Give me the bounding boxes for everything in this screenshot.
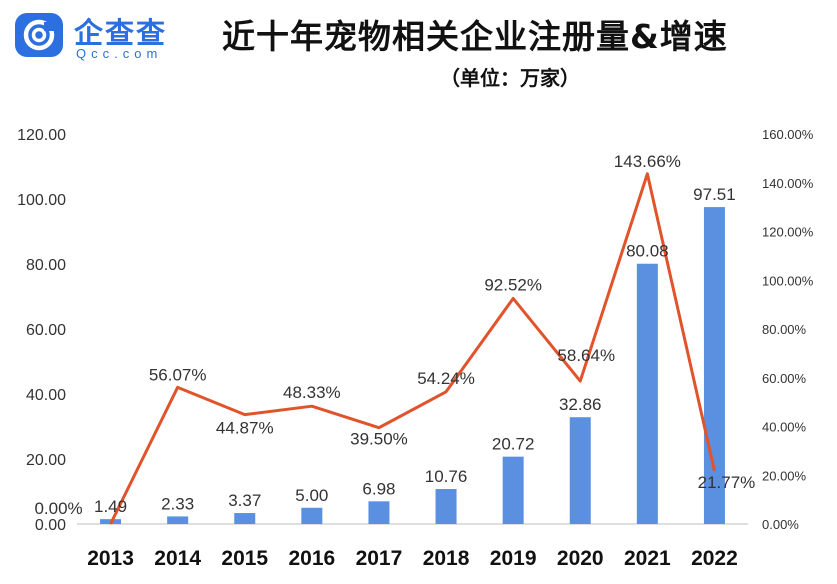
left-tick-label: 20.00 [26,452,66,469]
bar-value-label: 2.33 [161,494,194,513]
bar [435,489,457,524]
bar-value-label: 97.51 [693,185,736,204]
left-tick-label: 0.00 [35,517,66,534]
bar [301,507,323,524]
x-tick-label: 2022 [691,547,738,570]
chart-subtitle: （单位：万家） [440,66,580,90]
right-tick-label: 120.00% [762,225,814,240]
right-tick-label: 60.00% [762,371,807,386]
left-tick-label: 120.00 [17,127,66,144]
bar-value-label: 5.00 [295,486,328,505]
right-tick-label: 20.00% [762,468,807,483]
qcc-logo-icon [15,13,63,57]
x-tick-label: 2021 [624,547,671,570]
left-tick-label: 60.00 [26,322,66,339]
right-tick-label: 0.00% [762,517,799,532]
x-tick-label: 2014 [154,547,201,570]
x-tick-label: 2019 [490,547,537,570]
brand-name: 企查查 [74,16,168,50]
left-tick-label: 100.00 [17,192,66,209]
right-tick-label: 80.00% [762,322,807,337]
line-value-label: 0.00% [34,499,82,518]
right-tick-label: 140.00% [762,176,814,191]
brand-logo: 企查查 Qcc.com [14,10,214,61]
left-tick-label: 80.00 [26,257,66,274]
line-value-label: 143.66% [614,152,681,171]
x-tick-label: 2015 [221,547,268,570]
right-tick-label: 100.00% [762,273,814,288]
right-tick-label: 160.00% [762,127,814,142]
x-tick-label: 2018 [423,547,470,570]
bar [234,513,256,524]
bar [636,263,658,524]
chart-title: 近十年宠物相关企业注册量&增速 [222,17,728,56]
line-value-label: 56.07% [149,365,207,384]
line-value-label: 54.24% [417,369,475,388]
bar-value-label: 10.76 [425,467,468,486]
line-value-label: 44.87% [216,419,274,438]
x-tick-label: 2020 [557,547,604,570]
bar [502,456,524,524]
bar-value-label: 20.72 [492,435,535,454]
bar-value-label: 32.86 [559,395,602,414]
left-tick-label: 40.00 [26,387,66,404]
bar-value-label: 6.98 [362,479,395,498]
bar [368,501,390,524]
x-tick-label: 2016 [288,547,335,570]
line-value-label: 39.50% [350,430,408,449]
growth-line [109,172,716,525]
line-value-label: 48.33% [283,383,341,402]
bar-value-label: 1.49 [94,497,127,516]
bar-value-label: 3.37 [228,491,261,510]
brand-domain: Qcc.com [76,46,163,61]
bar [569,417,591,524]
bar-value-label: 80.08 [626,242,669,261]
x-tick-label: 2013 [87,547,134,570]
x-tick-label: 2017 [356,547,403,570]
bar [167,516,189,524]
line-value-label: 58.64% [557,346,615,365]
line-value-label: 92.52% [484,275,542,294]
line-value-label: 21.77% [698,473,756,492]
right-tick-label: 40.00% [762,420,807,435]
